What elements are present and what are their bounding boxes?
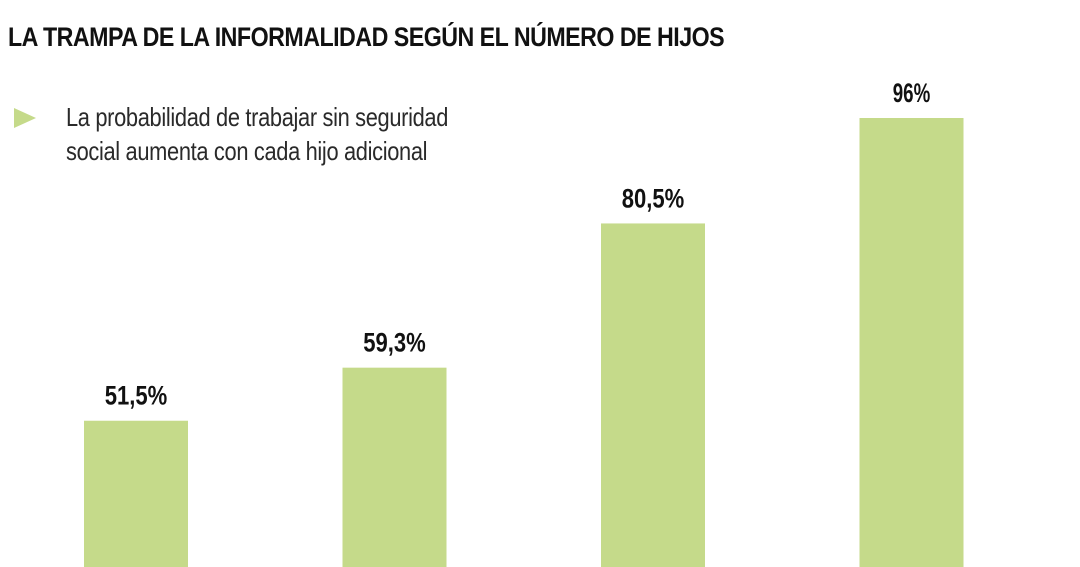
subtitle-line-1: La probabilidad de trabajar sin segurida… xyxy=(66,102,449,132)
subtitle-line-2: social aumenta con cada hijo adicional xyxy=(66,136,428,166)
bar-3 xyxy=(601,223,705,567)
bar-value-label-4: 96% xyxy=(893,78,931,108)
bar-2 xyxy=(342,367,447,567)
chart-title: LA TRAMPA DE LA INFORMALIDAD SEGÚN EL NÚ… xyxy=(8,22,725,52)
bar-1 xyxy=(84,420,188,567)
chart-subtitle: La probabilidad de trabajar sin segurida… xyxy=(66,100,536,168)
bar-4 xyxy=(859,118,964,567)
triangle-right-icon xyxy=(14,108,36,128)
bar-value-label-1: 51,5% xyxy=(105,381,168,411)
bar-value-label-2: 59,3% xyxy=(363,328,426,358)
bar-value-label-3: 80,5% xyxy=(622,183,685,213)
